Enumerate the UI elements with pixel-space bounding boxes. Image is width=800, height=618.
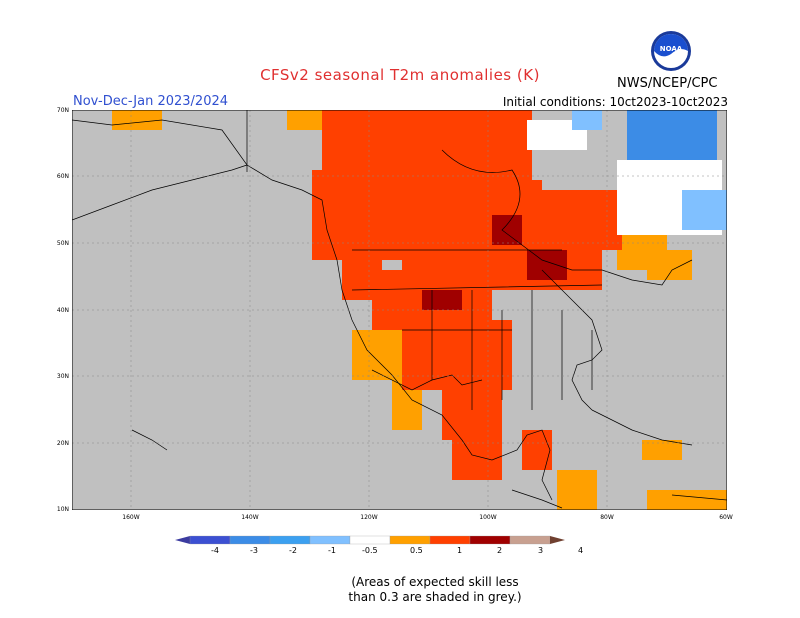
anomaly-neg-2-region [627,110,717,160]
legend-label: -0.5 [362,546,378,555]
color-legend-bar [175,535,565,545]
anomaly-neg-1-region [572,110,727,230]
legend-label: 4 [578,546,584,555]
footnote-line: (Areas of expected skill less [351,575,519,589]
legend-swatch [389,535,431,545]
legend-swatch [349,535,391,545]
chart-title: CFSv2 seasonal T2m anomalies (K) [260,66,540,84]
legend-label: -2 [289,546,297,555]
lat-label: 20N [56,440,69,447]
skill-footnote: (Areas of expected skill less than 0.3 a… [0,575,800,605]
lon-label: 80W [600,514,614,521]
footnote-line: than 0.3 are shaded in grey.) [348,590,522,604]
legend-swatch [429,535,471,545]
lon-label: 160W [122,514,140,521]
legend-label: 1 [457,546,463,555]
noaa-logo: NOAA [651,31,691,71]
agency-label: NWS/NCEP/CPC [617,76,718,91]
graticule [72,110,727,510]
lat-label: 60N [56,173,69,180]
legend-swatch [189,535,231,545]
legend-arrow-left [175,536,190,544]
legend-label: 2 [497,546,503,555]
svg-text:NOAA: NOAA [660,45,683,53]
legend-swatch [309,535,351,545]
anomaly-map [72,110,727,510]
legend-label: 3 [538,546,544,555]
legend-label: -1 [328,546,336,555]
lon-label: 120W [360,514,378,521]
forecast-period: Nov-Dec-Jan 2023/2024 [73,94,229,109]
legend-swatch [269,535,311,545]
lon-label: 60W [719,514,733,521]
lon-label: 140W [241,514,259,521]
legend-arrow-right [550,536,565,544]
lat-label: 40N [56,307,69,314]
lat-label: 30N [56,373,69,380]
lat-label: 70N [56,107,69,114]
initial-conditions: Initial conditions: 10ct2023-10ct2023 [502,95,728,109]
legend-label: -4 [211,546,219,555]
lat-label: 10N [56,506,69,513]
legend-swatch [229,535,271,545]
legend-swatch [469,535,511,545]
legend-label: 0.5 [410,546,423,555]
lat-label: 50N [56,240,69,247]
legend-label: -3 [250,546,258,555]
lon-label: 100W [479,514,497,521]
legend-swatch [509,535,551,545]
anomaly-1-region [312,110,622,480]
coastlines [72,110,727,509]
